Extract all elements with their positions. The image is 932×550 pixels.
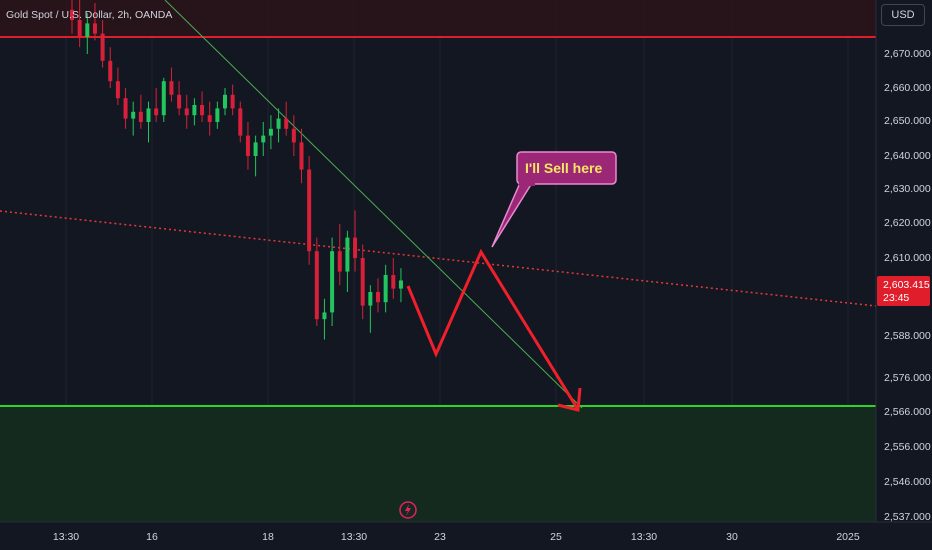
candle-body[interactable] [184, 108, 189, 116]
candle-body[interactable] [368, 292, 373, 306]
candle-body[interactable] [253, 142, 258, 156]
candle-body[interactable] [146, 108, 151, 122]
candle-body[interactable] [154, 108, 159, 116]
y-tick-label: 2,537.000 [884, 511, 931, 523]
last-price-tag: 2,603.415 23:45 [877, 276, 930, 306]
y-tick-label: 2,650.000 [884, 115, 931, 127]
y-tick-label: 2,630.000 [884, 183, 931, 195]
candle-body[interactable] [284, 118, 289, 129]
y-tick-label: 2,610.000 [884, 252, 931, 264]
candle-body[interactable] [376, 292, 380, 303]
candle-body[interactable] [138, 111, 143, 122]
candle-body[interactable] [261, 135, 266, 143]
candle-body[interactable] [314, 251, 319, 320]
arrow-head [557, 387, 582, 412]
candle-body[interactable] [299, 142, 304, 170]
y-tick-label: 2,640.000 [884, 150, 931, 162]
candle-body[interactable] [92, 23, 97, 34]
candle-body[interactable] [330, 251, 335, 313]
x-tick-label: 13:30 [631, 531, 657, 543]
candle-body[interactable] [108, 60, 113, 82]
price-axis[interactable] [876, 0, 932, 522]
candle-body[interactable] [322, 312, 327, 320]
projection-path[interactable] [406, 248, 579, 409]
candle-body[interactable] [360, 258, 365, 306]
x-tick-label: 16 [146, 531, 158, 543]
candle-body[interactable] [123, 98, 128, 119]
callout-label: I'll Sell here [525, 160, 602, 176]
candle-body[interactable] [345, 237, 350, 272]
candle-body[interactable] [268, 128, 273, 136]
candle-body[interactable] [200, 105, 205, 116]
candle-body[interactable] [70, 9, 74, 20]
y-tick-label: 2,556.000 [884, 441, 931, 453]
resistance-zone [0, 0, 876, 37]
y-tick-label: 2,660.000 [884, 82, 931, 94]
x-tick-label: 13:30 [341, 531, 367, 543]
y-tick-label: 2,576.000 [884, 372, 931, 384]
candle-body[interactable] [307, 169, 312, 252]
candle-body[interactable] [215, 108, 220, 122]
candle-body[interactable] [161, 81, 166, 116]
y-tick-label: 2,546.000 [884, 476, 931, 488]
support-zone [0, 406, 876, 522]
x-tick-label: 18 [262, 531, 274, 543]
candle-body[interactable] [391, 275, 396, 289]
candle-body[interactable] [245, 135, 250, 156]
candle-body[interactable] [238, 108, 243, 136]
x-tick-label: 2025 [836, 531, 860, 543]
chart-title: Gold Spot / U.S. Dollar, 2h, OANDA [6, 9, 172, 21]
candle-body[interactable] [115, 81, 120, 99]
price-axis-labels: 2,670.000 2,660.000 2,650.000 2,640.000 … [884, 48, 931, 523]
y-tick-label: 2,670.000 [884, 48, 931, 60]
candle-body[interactable] [85, 23, 90, 37]
candle-body[interactable] [291, 128, 296, 143]
last-price-countdown: 23:45 [883, 292, 909, 304]
sell-callout[interactable]: I'll Sell here [491, 151, 617, 248]
candle-body[interactable] [383, 275, 388, 303]
currency-button[interactable]: USD [881, 4, 925, 26]
candle-body[interactable] [100, 33, 105, 61]
candle-body[interactable] [337, 251, 342, 272]
time-axis-labels: 13:30 16 18 13:30 23 25 13:30 30 2025 [53, 531, 860, 543]
x-tick-label: 30 [726, 531, 738, 543]
x-tick-label: 23 [434, 531, 446, 543]
y-tick-label: 2,588.000 [884, 330, 931, 342]
candle-body[interactable] [230, 94, 235, 109]
y-tick-label: 2,566.000 [884, 406, 931, 418]
candle-body[interactable] [169, 81, 174, 95]
flash-icon[interactable] [399, 501, 417, 519]
dotted-trendline[interactable] [0, 210, 876, 307]
descending-trendline[interactable] [164, 0, 583, 409]
candle-body[interactable] [353, 237, 358, 258]
candle-body[interactable] [398, 280, 403, 289]
y-tick-label: 2,620.000 [884, 217, 931, 229]
candle-body[interactable] [131, 111, 136, 119]
candle-body[interactable] [177, 94, 182, 109]
time-axis[interactable] [0, 522, 876, 550]
x-tick-label: 13:30 [53, 531, 79, 543]
candle-body[interactable] [276, 118, 281, 129]
candle-body[interactable] [207, 115, 212, 122]
x-tick-label: 25 [550, 531, 562, 543]
chart-grid [65, 0, 849, 522]
candle-body[interactable] [223, 94, 227, 109]
last-price-value: 2,603.415 [883, 279, 930, 291]
candle-body[interactable] [192, 105, 197, 116]
candle-body[interactable] [77, 20, 82, 37]
candles [70, 0, 403, 340]
